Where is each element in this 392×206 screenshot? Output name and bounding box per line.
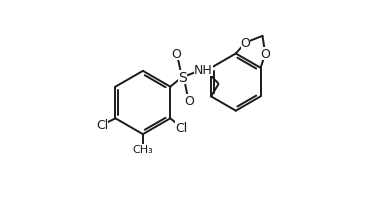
Text: O: O bbox=[260, 48, 270, 61]
Text: O: O bbox=[184, 95, 194, 108]
Text: NH: NH bbox=[194, 64, 212, 77]
Text: O: O bbox=[172, 48, 181, 61]
Text: S: S bbox=[178, 71, 187, 84]
Text: CH₃: CH₃ bbox=[132, 145, 153, 155]
Text: Cl: Cl bbox=[96, 118, 108, 131]
Text: O: O bbox=[241, 37, 250, 50]
Text: Cl: Cl bbox=[176, 121, 188, 134]
